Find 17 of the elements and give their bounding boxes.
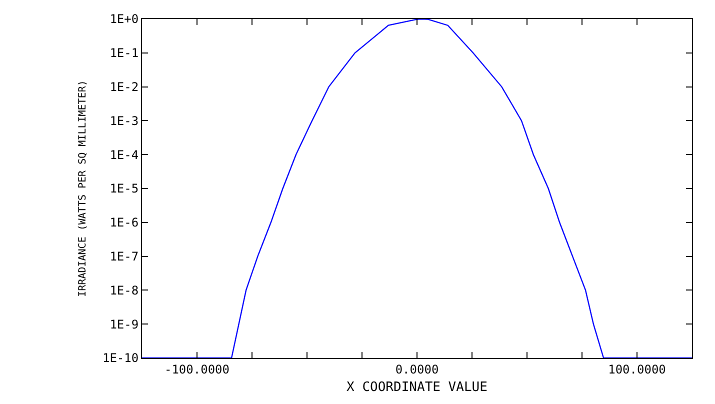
y-tick-label: 1E-7 bbox=[110, 250, 139, 264]
y-axis-title: IRRADIANCE (WATTS PER SQ MILLIMETER) bbox=[77, 80, 88, 297]
y-tick-label: 1E-3 bbox=[110, 114, 139, 128]
y-tick-label: 1E-6 bbox=[110, 216, 139, 230]
y-tick-label: 1E-4 bbox=[110, 148, 139, 162]
x-tick-label: -100.0000 bbox=[164, 362, 230, 376]
y-tick-label: 1E-9 bbox=[110, 317, 139, 332]
y-tick-label: 1E-2 bbox=[110, 80, 139, 94]
x-tick-label: 0.0000 bbox=[395, 362, 439, 376]
y-tick-label: 1E-10 bbox=[102, 351, 139, 366]
y-tick-label: 1E-1 bbox=[110, 46, 139, 60]
x-tick-label: 100.0000 bbox=[608, 362, 666, 376]
y-tick-label: 1E-8 bbox=[110, 283, 139, 298]
line-series bbox=[142, 19, 692, 358]
y-tick-label: 1E+0 bbox=[110, 12, 139, 26]
y-tick-label: 1E-5 bbox=[110, 182, 139, 196]
x-axis-title: X COORDINATE VALUE bbox=[346, 380, 488, 395]
